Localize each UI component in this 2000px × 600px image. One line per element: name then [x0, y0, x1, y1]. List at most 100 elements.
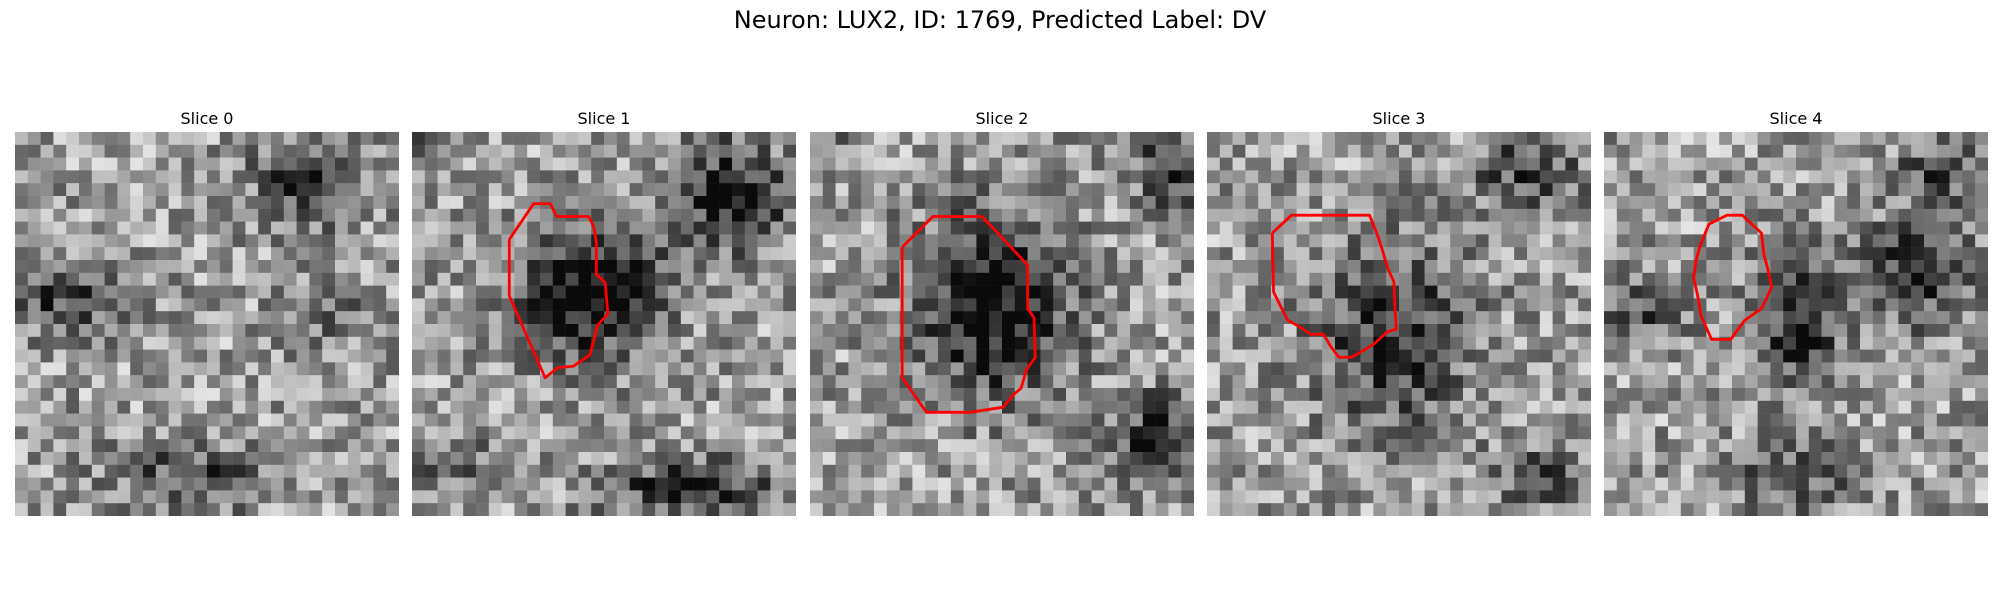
pixel — [412, 272, 426, 286]
pixel — [565, 503, 579, 516]
pixel — [1527, 196, 1541, 210]
pixel — [207, 464, 221, 478]
pixel — [232, 208, 246, 222]
pixel — [424, 375, 438, 389]
pixel — [938, 375, 952, 389]
pixel — [1411, 464, 1425, 478]
pixel — [91, 196, 105, 210]
pixel — [360, 157, 374, 171]
pixel — [1629, 221, 1643, 235]
pixel — [552, 375, 566, 389]
pixel — [360, 285, 374, 299]
pixel — [27, 247, 41, 261]
pixel — [668, 336, 682, 350]
pixel — [783, 464, 796, 478]
pixel — [1232, 452, 1246, 466]
pixel — [1040, 234, 1054, 248]
pixel — [1347, 452, 1361, 466]
pixel — [194, 196, 208, 210]
pixel — [91, 349, 105, 363]
pixel — [835, 196, 849, 210]
pixel — [1450, 324, 1464, 338]
pixel — [15, 234, 29, 248]
pixel — [27, 477, 41, 491]
pixel — [1014, 144, 1028, 158]
pixel — [1552, 400, 1566, 414]
pixel — [1078, 247, 1092, 261]
pixel — [1399, 375, 1413, 389]
pixel — [450, 362, 464, 376]
pixel — [1014, 413, 1028, 427]
pixel — [1719, 272, 1733, 286]
pixel — [1155, 413, 1169, 427]
pixel — [1732, 247, 1746, 261]
pixel — [861, 362, 875, 376]
pixel — [373, 413, 387, 427]
pixel — [1130, 221, 1144, 235]
pixel — [1104, 247, 1118, 261]
pixel — [938, 400, 952, 414]
pixel — [1949, 208, 1963, 222]
pixel — [680, 221, 694, 235]
pixel — [1463, 490, 1477, 504]
pixel — [565, 298, 579, 312]
pixel — [1437, 426, 1451, 440]
pixel — [1527, 375, 1541, 389]
pixel — [1155, 157, 1169, 171]
pixel — [1668, 183, 1682, 197]
pixel — [938, 285, 952, 299]
pixel — [1437, 311, 1451, 325]
pixel — [450, 324, 464, 338]
pixel — [1680, 170, 1694, 184]
pixel — [476, 170, 490, 184]
pixel — [527, 285, 541, 299]
pixel — [501, 439, 515, 453]
pixel — [1347, 157, 1361, 171]
pixel — [501, 413, 515, 427]
pixel — [912, 336, 926, 350]
pixel — [1283, 452, 1297, 466]
pixel — [1668, 464, 1682, 478]
pixel — [1335, 196, 1349, 210]
pixel — [322, 362, 336, 376]
pixel — [989, 144, 1003, 158]
pixel — [322, 311, 336, 325]
pixel — [1668, 234, 1682, 248]
pixel — [1962, 144, 1976, 158]
pixel — [450, 375, 464, 389]
pixel — [296, 375, 310, 389]
pixel — [1655, 375, 1669, 389]
pixel — [770, 247, 784, 261]
pixel — [1949, 247, 1963, 261]
pixel — [1463, 196, 1477, 210]
pixel — [1283, 183, 1297, 197]
pixel — [27, 336, 41, 350]
pixel — [1860, 311, 1874, 325]
pixel — [283, 362, 297, 376]
pixel — [1642, 170, 1656, 184]
pixel — [1527, 272, 1541, 286]
pixel — [732, 247, 746, 261]
pixel — [258, 324, 272, 338]
pixel — [168, 503, 182, 516]
pixel — [1642, 260, 1656, 274]
pixel — [1130, 477, 1144, 491]
pixel — [117, 362, 131, 376]
pixel — [1130, 132, 1144, 146]
pixel — [79, 349, 93, 363]
pixel — [322, 272, 336, 286]
pixel — [1296, 234, 1310, 248]
pixel — [1616, 170, 1630, 184]
pixel — [130, 349, 144, 363]
pixel — [1399, 221, 1413, 235]
pixel — [912, 221, 926, 235]
pixel — [1386, 503, 1400, 516]
pixel — [130, 170, 144, 184]
pixel — [1847, 464, 1861, 478]
pixel — [1847, 144, 1861, 158]
pixel — [680, 439, 694, 453]
pixel — [680, 336, 694, 350]
pixel — [1642, 413, 1656, 427]
pixel — [1898, 388, 1912, 402]
pixel — [1142, 157, 1156, 171]
